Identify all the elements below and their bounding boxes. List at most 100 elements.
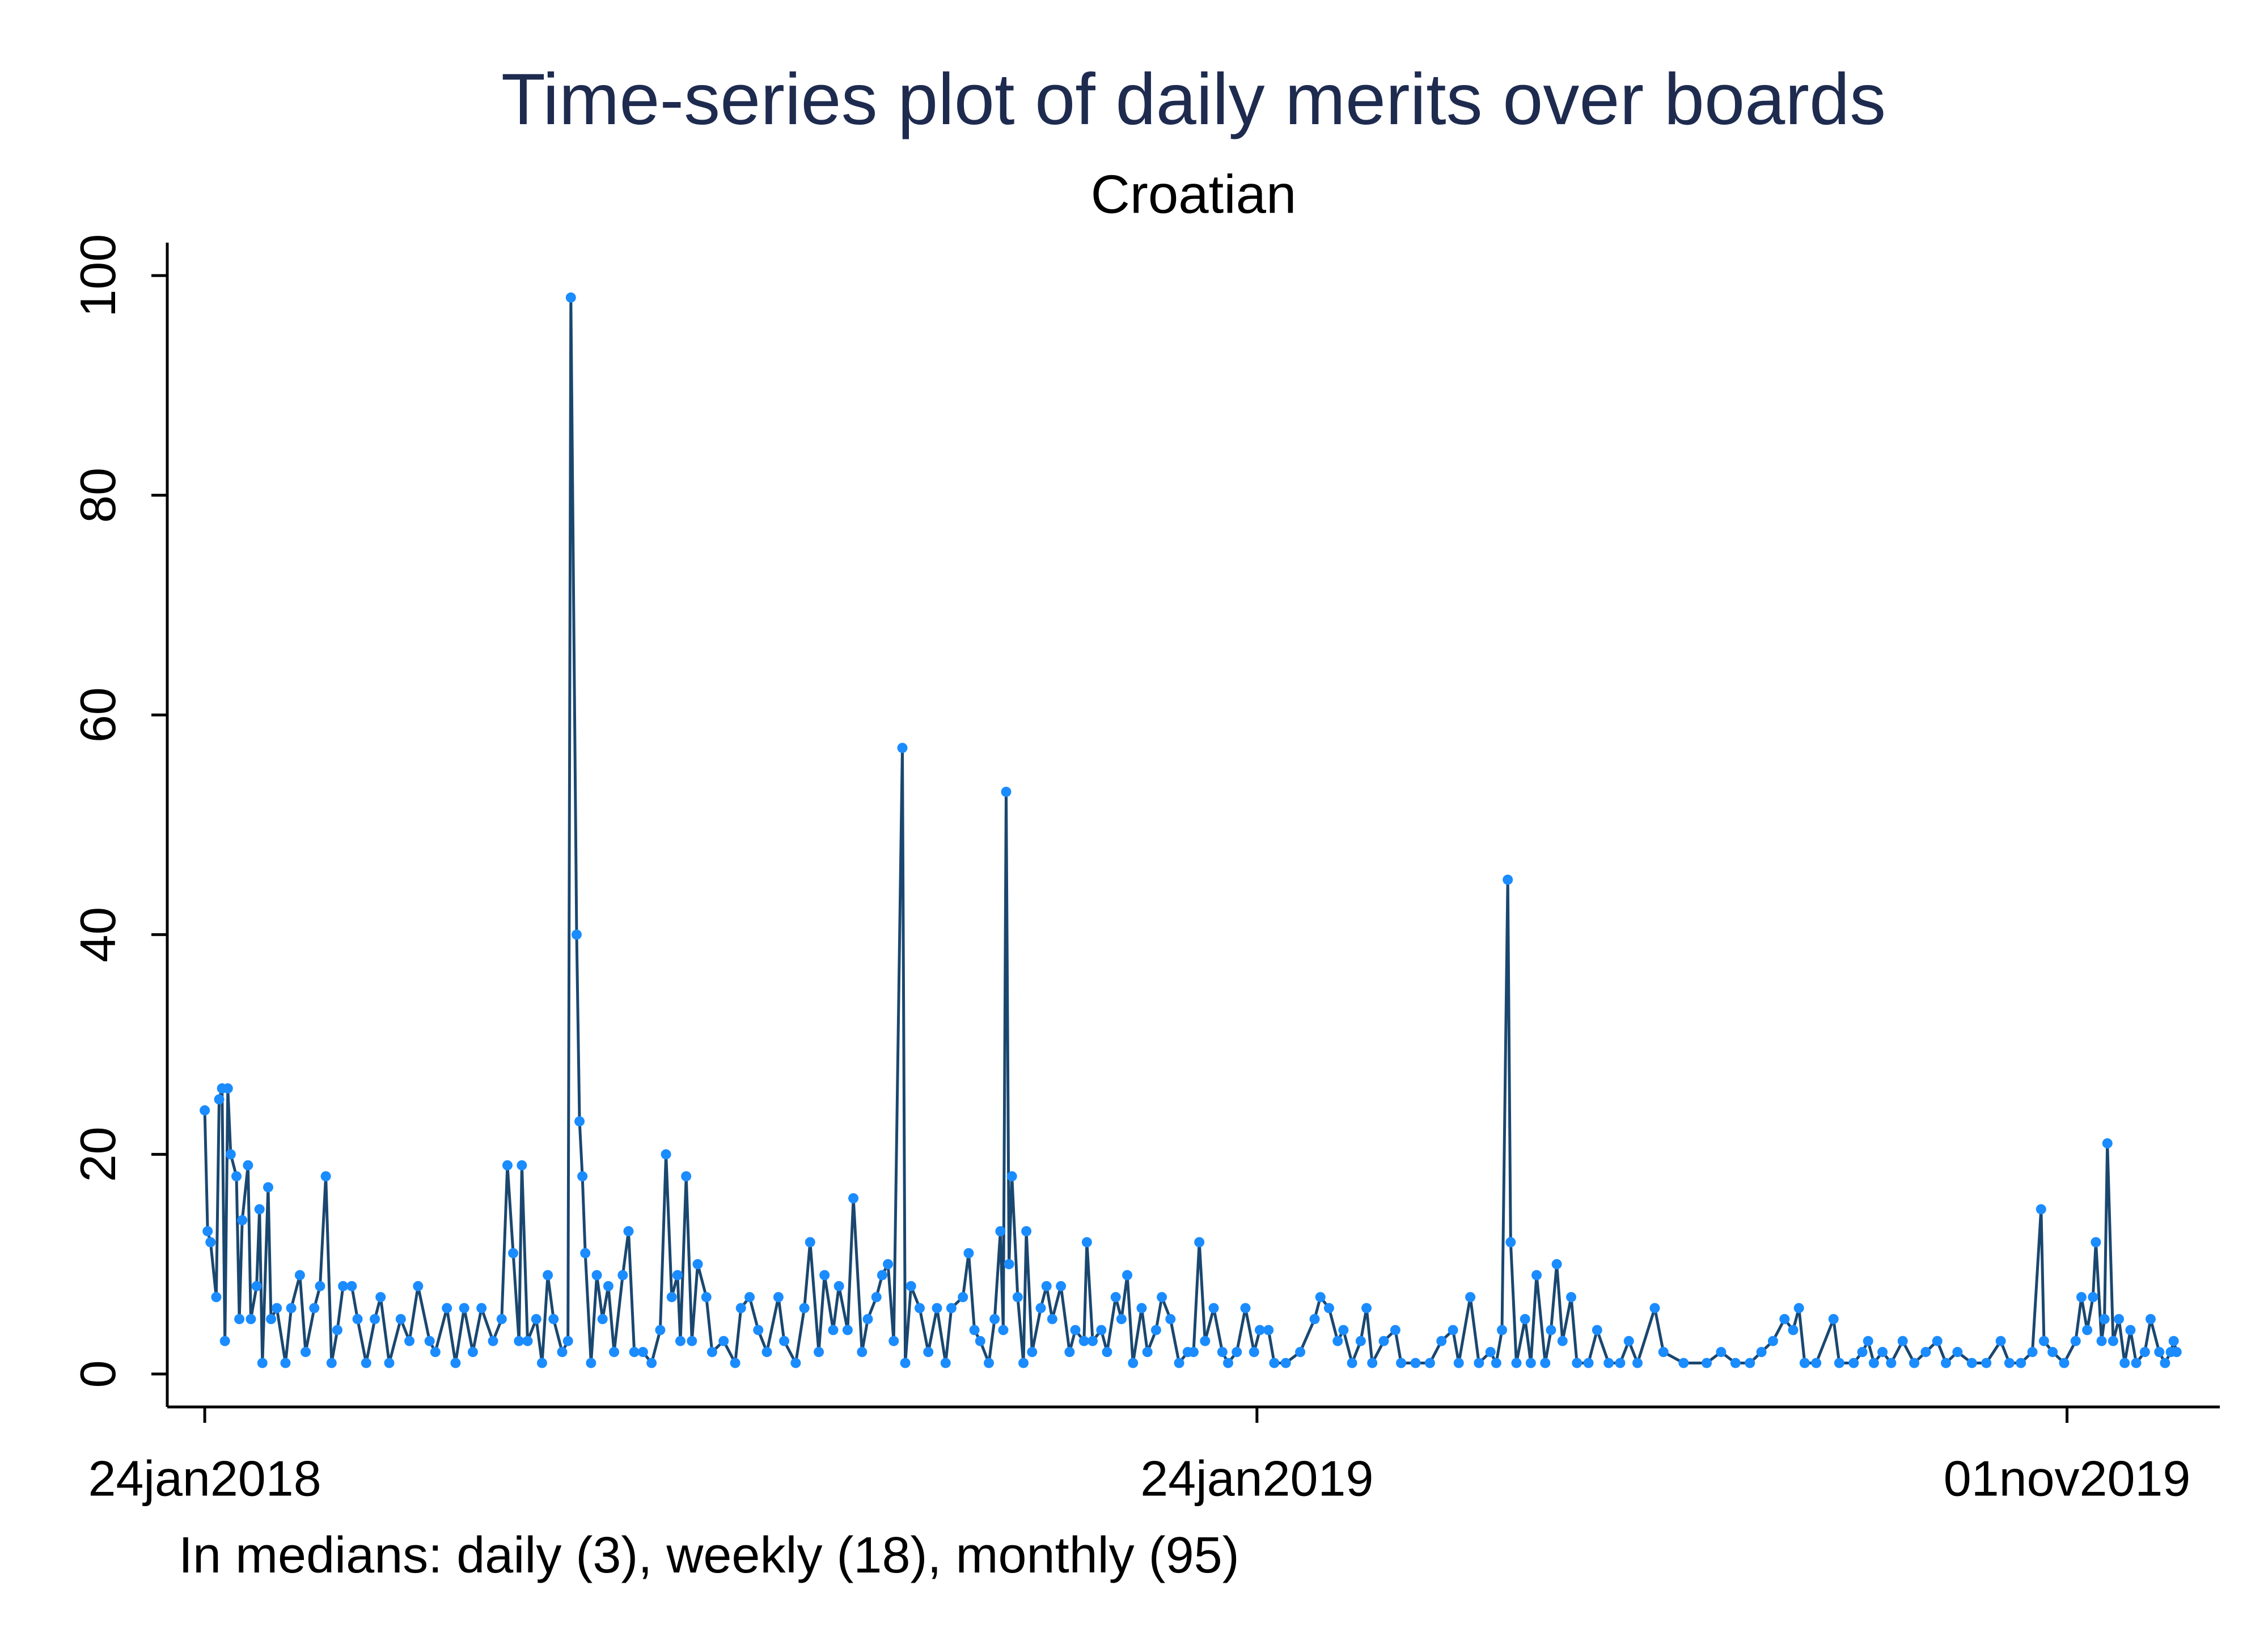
data-point: [1315, 1292, 1326, 1303]
data-point: [517, 1160, 527, 1171]
data-point: [984, 1358, 995, 1368]
data-point: [384, 1358, 395, 1368]
data-point: [730, 1358, 741, 1368]
data-point: [1347, 1358, 1357, 1368]
data-point: [1194, 1237, 1205, 1248]
data-point: [735, 1303, 746, 1313]
data-point: [1355, 1336, 1366, 1346]
data-point: [2088, 1292, 2098, 1303]
data-point: [591, 1270, 602, 1281]
data-point: [871, 1292, 882, 1303]
data-point: [1070, 1325, 1081, 1336]
data-point: [2145, 1313, 2156, 1324]
data-point: [1041, 1281, 1052, 1291]
data-point: [655, 1325, 666, 1336]
data-point: [1546, 1325, 1556, 1336]
data-point: [522, 1336, 533, 1346]
data-point: [1756, 1347, 1767, 1358]
data-point: [666, 1292, 677, 1303]
data-point: [2099, 1313, 2110, 1324]
data-point: [280, 1358, 291, 1368]
data-point: [272, 1303, 282, 1313]
data-point: [2108, 1336, 2118, 1346]
data-point: [2139, 1347, 2150, 1358]
data-point: [246, 1313, 256, 1324]
data-point: [514, 1336, 524, 1346]
data-point: [243, 1160, 253, 1171]
data-point: [234, 1313, 245, 1324]
data-point: [1338, 1325, 1349, 1336]
data-point: [609, 1347, 620, 1358]
data-point: [672, 1270, 683, 1281]
data-point: [1702, 1358, 1712, 1368]
data-point: [1730, 1358, 1741, 1368]
data-point: [701, 1292, 712, 1303]
data-point: [1716, 1347, 1727, 1358]
data-point: [338, 1281, 349, 1291]
y-tick-label: 40: [70, 907, 126, 963]
data-point: [1583, 1358, 1594, 1368]
chart-note: In medians: daily (3), weekly (18), mont…: [179, 1527, 1239, 1584]
data-point: [557, 1347, 568, 1358]
data-point: [251, 1281, 262, 1291]
data-point: [1122, 1270, 1133, 1281]
data-point: [2114, 1313, 2125, 1324]
data-point: [1323, 1303, 1334, 1313]
data-point: [2131, 1358, 2142, 1368]
data-point: [687, 1336, 697, 1346]
data-point: [1116, 1313, 1127, 1324]
data-point: [2125, 1325, 2136, 1336]
y-tick-label: 60: [70, 687, 126, 743]
data-point: [1021, 1226, 1032, 1236]
data-point: [940, 1358, 951, 1368]
data-point: [1378, 1336, 1389, 1346]
data-point: [320, 1171, 331, 1182]
data-point: [1188, 1347, 1199, 1358]
data-point: [2154, 1347, 2165, 1358]
data-point: [2059, 1358, 2070, 1368]
data-point: [900, 1358, 911, 1368]
data-point: [1531, 1270, 1542, 1281]
data-point: [1491, 1358, 1501, 1368]
data-point: [1828, 1313, 1839, 1324]
data-point: [543, 1270, 553, 1281]
data-point: [577, 1171, 588, 1182]
data-point: [603, 1281, 613, 1291]
data-point: [828, 1325, 839, 1336]
data-point: [315, 1281, 325, 1291]
data-point: [450, 1358, 461, 1368]
data-point: [1453, 1358, 1464, 1368]
data-point: [1078, 1336, 1089, 1346]
data-point: [773, 1292, 784, 1303]
data-point: [1649, 1303, 1660, 1313]
data-point: [1035, 1303, 1046, 1313]
data-point: [842, 1325, 853, 1336]
data-point: [958, 1292, 968, 1303]
data-point: [799, 1303, 810, 1313]
data-point: [586, 1358, 596, 1368]
data-point: [1863, 1336, 1873, 1346]
data-point: [1551, 1259, 1562, 1270]
data-point: [623, 1226, 634, 1236]
data-point: [1779, 1313, 1790, 1324]
data-point: [2038, 1336, 2049, 1346]
data-point: [790, 1358, 801, 1368]
data-point: [1448, 1325, 1458, 1336]
data-point: [219, 1336, 230, 1346]
data-point: [2096, 1336, 2107, 1346]
data-point: [2047, 1347, 2058, 1358]
data-point: [1309, 1313, 1320, 1324]
data-point: [1436, 1336, 1447, 1346]
data-point: [1361, 1303, 1372, 1313]
data-point: [692, 1259, 703, 1270]
data-point: [395, 1313, 406, 1324]
data-point: [214, 1094, 225, 1105]
data-point: [202, 1226, 213, 1236]
data-point: [1136, 1303, 1147, 1313]
data-point: [257, 1358, 268, 1368]
data-point: [1511, 1358, 1522, 1368]
data-point: [1767, 1336, 1778, 1346]
data-point: [946, 1303, 957, 1313]
